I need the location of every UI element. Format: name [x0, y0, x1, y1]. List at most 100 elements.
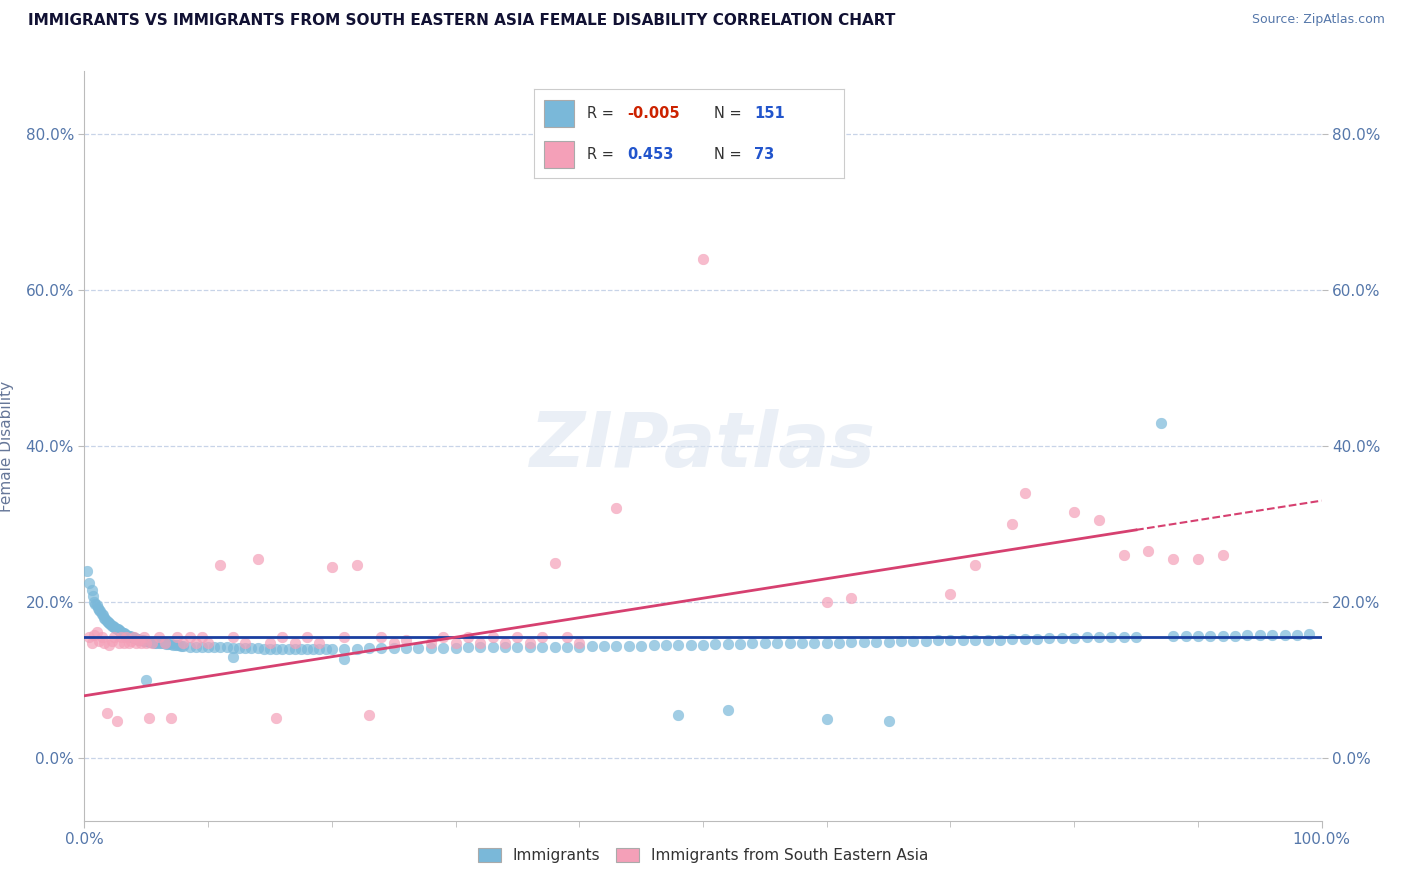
Point	[877, 714, 900, 728]
Point	[1001, 517, 1024, 532]
Point	[93, 611, 115, 625]
Text: ZIPatlas: ZIPatlas	[530, 409, 876, 483]
Point	[346, 558, 368, 572]
Point	[134, 634, 156, 648]
Point	[138, 635, 160, 649]
Point	[457, 630, 479, 644]
Point	[1298, 627, 1320, 641]
Point	[382, 635, 405, 649]
Point	[1112, 630, 1135, 644]
Point	[1187, 629, 1209, 643]
Point	[1112, 548, 1135, 563]
Point	[790, 635, 813, 649]
Point	[110, 624, 132, 638]
Point	[728, 637, 751, 651]
Point	[80, 635, 103, 649]
Point	[877, 635, 900, 649]
Point	[1088, 513, 1111, 527]
Point	[215, 640, 238, 655]
Point	[432, 630, 454, 644]
Point	[82, 589, 104, 603]
Point	[841, 635, 863, 649]
Point	[179, 640, 201, 654]
Point	[1076, 630, 1098, 644]
Point	[222, 649, 245, 664]
Point	[120, 630, 142, 644]
Point	[382, 641, 405, 656]
Point	[692, 252, 714, 266]
Point	[852, 635, 875, 649]
Point	[172, 639, 194, 653]
Point	[284, 635, 307, 649]
Point	[162, 638, 184, 652]
Point	[741, 636, 763, 650]
Point	[228, 641, 250, 656]
Point	[197, 640, 219, 655]
Point	[370, 641, 392, 656]
Text: -0.005: -0.005	[627, 106, 679, 120]
Point	[643, 638, 665, 652]
Point	[120, 634, 142, 648]
Point	[1212, 629, 1234, 643]
Point	[105, 714, 128, 728]
Point	[129, 635, 152, 649]
Point	[209, 640, 232, 655]
Point	[141, 635, 163, 649]
Point	[141, 635, 163, 649]
Point	[568, 640, 591, 654]
Text: R =: R =	[586, 106, 614, 120]
Point	[494, 640, 516, 655]
Point	[179, 630, 201, 644]
Point	[1063, 505, 1085, 519]
Point	[1026, 632, 1049, 646]
Point	[1236, 628, 1258, 642]
Point	[135, 635, 157, 649]
Point	[1088, 630, 1111, 644]
Point	[148, 636, 170, 650]
Point	[89, 634, 111, 648]
Point	[419, 641, 441, 656]
Point	[83, 628, 105, 642]
Point	[271, 630, 294, 644]
Text: 73: 73	[754, 147, 775, 161]
Point	[128, 632, 150, 647]
Point	[865, 635, 887, 649]
Point	[148, 630, 170, 644]
Point	[333, 642, 356, 657]
Point	[976, 632, 998, 647]
Point	[271, 642, 294, 657]
Point	[766, 636, 789, 650]
Point	[86, 598, 108, 612]
Point	[655, 638, 678, 652]
Text: Source: ZipAtlas.com: Source: ZipAtlas.com	[1251, 13, 1385, 27]
Point	[131, 633, 153, 648]
Point	[111, 625, 134, 640]
Legend: Immigrants, Immigrants from South Eastern Asia: Immigrants, Immigrants from South Easter…	[471, 842, 935, 869]
Point	[357, 708, 380, 723]
Point	[1199, 629, 1222, 643]
Point	[89, 605, 111, 619]
Point	[1161, 552, 1184, 566]
Point	[1187, 552, 1209, 566]
Point	[395, 641, 418, 656]
Point	[531, 630, 554, 644]
Point	[101, 618, 124, 632]
Point	[184, 635, 207, 649]
Point	[222, 630, 245, 644]
FancyBboxPatch shape	[544, 141, 575, 168]
Point	[153, 635, 176, 649]
Point	[100, 618, 122, 632]
Point	[150, 636, 173, 650]
Point	[1099, 630, 1122, 644]
Point	[717, 703, 740, 717]
Point	[1261, 628, 1284, 642]
Point	[828, 635, 851, 649]
Point	[259, 642, 281, 657]
Point	[903, 634, 925, 648]
Point	[890, 634, 912, 648]
Point	[419, 635, 441, 649]
Point	[284, 642, 307, 657]
Point	[666, 708, 689, 723]
Point	[108, 635, 131, 649]
Point	[104, 621, 127, 635]
